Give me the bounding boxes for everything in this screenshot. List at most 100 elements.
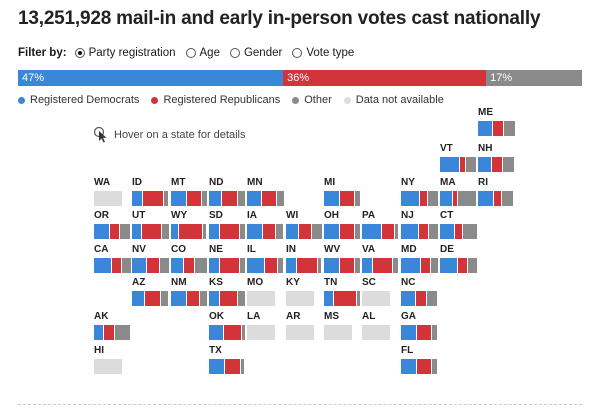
state-tile-ok[interactable]: OK — [209, 311, 247, 340]
state-tile-nh[interactable]: NH — [478, 143, 516, 172]
state-tile-nc[interactable]: NC — [401, 277, 439, 306]
state-tile-la[interactable]: LA — [247, 311, 285, 340]
state-tile-vt[interactable]: VT — [440, 143, 478, 172]
state-tile-wv[interactable]: WV — [324, 244, 362, 273]
state-abbr: WA — [94, 177, 111, 188]
state-abbr: UT — [132, 210, 146, 221]
state-tile-ct[interactable]: CT — [440, 210, 478, 239]
state-abbr: GA — [401, 311, 416, 322]
bar-rep — [455, 224, 462, 239]
state-abbr: NY — [401, 177, 415, 188]
state-tile-ak[interactable]: AK — [94, 311, 132, 340]
state-tile-nd[interactable]: ND — [209, 177, 247, 206]
legend-label: Registered Republicans — [163, 94, 281, 106]
bar-rep — [187, 291, 199, 306]
state-tile-sd[interactable]: SD — [209, 210, 247, 239]
bar-other — [120, 224, 130, 239]
state-tile-ia[interactable]: IA — [247, 210, 285, 239]
bar-rep — [110, 224, 119, 239]
state-tile-ks[interactable]: KS — [209, 277, 247, 306]
state-abbr: VT — [440, 143, 453, 154]
state-tile-ca[interactable]: CA — [94, 244, 132, 273]
state-tile-ga[interactable]: GA — [401, 311, 439, 340]
state-tile-or[interactable]: OR — [94, 210, 132, 239]
radio-unchecked-icon[interactable] — [229, 48, 240, 58]
state-share-bars — [132, 291, 170, 306]
state-abbr: NH — [478, 143, 493, 154]
state-abbr: MT — [171, 177, 186, 188]
state-tile-ms[interactable]: MS — [324, 311, 362, 340]
state-tile-in[interactable]: IN — [286, 244, 324, 273]
bar-rep — [263, 224, 275, 239]
legend-item-nodata: Data not available — [343, 94, 444, 106]
state-tile-wa[interactable]: WA — [94, 177, 132, 206]
state-tile-co[interactable]: CO — [171, 244, 209, 273]
national-segment-dem: 47% — [18, 70, 284, 86]
state-tile-tn[interactable]: TN — [324, 277, 362, 306]
bar-rep — [112, 258, 121, 273]
state-tile-pa[interactable]: PA — [362, 210, 400, 239]
bar-other — [200, 291, 207, 306]
bar-other — [427, 291, 437, 306]
state-abbr: ND — [209, 177, 224, 188]
bar-dem — [362, 258, 372, 273]
state-tile-oh[interactable]: OH — [324, 210, 362, 239]
bar-dem — [401, 359, 416, 374]
state-share-bars — [171, 224, 209, 239]
state-abbr: AR — [286, 311, 301, 322]
state-tile-ky[interactable]: KY — [286, 277, 324, 306]
state-tile-sc[interactable]: SC — [362, 277, 400, 306]
filter-age[interactable]: Age — [185, 47, 220, 59]
state-tile-de[interactable]: DE — [440, 244, 478, 273]
state-tile-mn[interactable]: MN — [247, 177, 285, 206]
state-abbr: WV — [324, 244, 341, 255]
bar-dem — [132, 258, 146, 273]
state-share-bars — [209, 325, 247, 340]
bar-other — [195, 258, 207, 273]
bar-rep — [458, 258, 467, 273]
state-tile-il[interactable]: IL — [247, 244, 285, 273]
legend-item-rep: Registered Republicans — [151, 94, 280, 106]
state-tile-nv[interactable]: NV — [132, 244, 170, 273]
filter-party-registration[interactable]: Party registration — [74, 47, 176, 59]
state-tile-wy[interactable]: WY — [171, 210, 209, 239]
state-tile-mo[interactable]: MO — [247, 277, 285, 306]
state-tile-mt[interactable]: MT — [171, 177, 209, 206]
bar-rep — [340, 258, 354, 273]
state-tile-wi[interactable]: WI — [286, 210, 324, 239]
state-tile-me[interactable]: ME — [478, 107, 516, 136]
no-data-bar — [324, 325, 352, 340]
state-tile-ne[interactable]: NE — [209, 244, 247, 273]
state-tile-ri[interactable]: RI — [478, 177, 516, 206]
bar-rep — [225, 359, 240, 374]
state-tile-tx[interactable]: TX — [209, 345, 247, 374]
state-tile-mi[interactable]: MI — [324, 177, 362, 206]
state-tile-nm[interactable]: NM — [171, 277, 209, 306]
state-tile-al[interactable]: AL — [362, 311, 400, 340]
state-tile-id[interactable]: ID — [132, 177, 170, 206]
filter-option-label: Vote type — [306, 47, 355, 59]
bar-rep — [416, 291, 426, 306]
bar-other — [238, 291, 245, 306]
state-tile-ma[interactable]: MA — [440, 177, 478, 206]
bar-rep — [419, 224, 428, 239]
state-tile-az[interactable]: AZ — [132, 277, 170, 306]
state-tile-nj[interactable]: NJ — [401, 210, 439, 239]
radio-unchecked-icon[interactable] — [292, 48, 303, 58]
state-tile-hi[interactable]: HI — [94, 345, 132, 374]
state-tile-ny[interactable]: NY — [401, 177, 439, 206]
state-tile-ut[interactable]: UT — [132, 210, 170, 239]
radio-checked-icon[interactable] — [74, 48, 85, 58]
state-tile-ar[interactable]: AR — [286, 311, 324, 340]
filter-vote-type[interactable]: Vote type — [292, 47, 354, 59]
state-tile-fl[interactable]: FL — [401, 345, 439, 374]
hover-hint-text: Hover on a state for details — [114, 129, 246, 141]
no-data-bar — [286, 325, 314, 340]
radio-unchecked-icon[interactable] — [185, 48, 196, 58]
filter-gender[interactable]: Gender — [229, 47, 282, 59]
state-share-bars — [478, 157, 516, 172]
state-abbr: VA — [362, 244, 376, 255]
state-share-bars — [247, 291, 285, 306]
state-tile-md[interactable]: MD — [401, 244, 439, 273]
state-tile-va[interactable]: VA — [362, 244, 400, 273]
